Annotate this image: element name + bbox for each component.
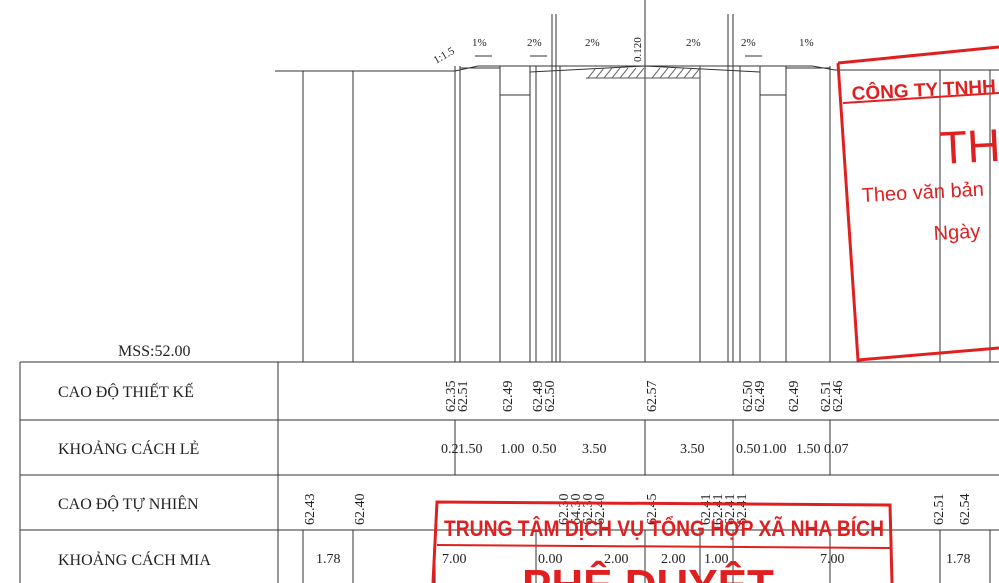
slope-label: 2% xyxy=(585,37,600,49)
staff-distance: 2.00 xyxy=(661,552,686,567)
design-elevation: 62.57 xyxy=(645,381,660,413)
design-elevation: 62.49 xyxy=(501,381,516,413)
design-elevation: 62.50 xyxy=(741,381,756,413)
company-doc-line: Theo văn bản xyxy=(861,179,984,207)
natural-elevation: 62.41 xyxy=(711,494,726,526)
company-date-line: Ngày xyxy=(933,221,981,245)
natural-elevation: 62.51 xyxy=(932,494,947,526)
slope-label: 1% xyxy=(472,37,487,49)
natural-elevation: 62.41 xyxy=(699,494,714,526)
odd-distance: 1.00 xyxy=(500,442,525,457)
design-elevation: 62.46 xyxy=(831,381,846,413)
row-label-design-elevation: CAO ĐỘ THIẾT KẾ xyxy=(58,382,194,401)
odd-distances: 0.2 1.50 1.00 0.50 3.50 3.50 0.50 1.00 1… xyxy=(441,442,849,457)
slope-label: 1:1.5 xyxy=(432,45,458,67)
staff-distance: 1.78 xyxy=(316,552,341,567)
staff-distances: 1.78 7.00 0.00 2.00 2.00 1.00 7.00 1.78 xyxy=(316,552,971,567)
odd-distance: 0.2 xyxy=(441,442,459,457)
staff-distance: 2.00 xyxy=(604,552,629,567)
row-label-staff-distance: KHOẢNG CÁCH MIA xyxy=(58,550,211,569)
approval-authority: TRUNG TÂM DỊCH VỤ TỔNG HỢP XÃ NHA BÍCH xyxy=(444,516,884,541)
section-profile xyxy=(275,0,999,362)
natural-elevation: 62.41 xyxy=(735,494,750,526)
staff-distance: 1.78 xyxy=(946,552,971,567)
company-stamp: CÔNG TY TNHH M TH Theo văn bản Ngày xyxy=(836,45,999,362)
natural-elevation: 62.41 xyxy=(723,494,738,526)
data-table xyxy=(19,361,999,583)
row-label-natural-elevation: CAO ĐỘ TỰ NHIÊN xyxy=(58,494,199,513)
slope-label: 2% xyxy=(686,37,701,49)
company-name: CÔNG TY TNHH M xyxy=(851,74,999,105)
staff-distance: 1.00 xyxy=(704,552,729,567)
natural-elevation: 62.40 xyxy=(593,494,608,526)
natural-elevations: 62.43 62.40 62.30 64.30 62.30 62.40 62.4… xyxy=(303,494,973,526)
slope-labels: 1:1.5 1% 2% 2% 0.120 2% 2% 1% xyxy=(432,37,814,67)
odd-distance: 0.07 xyxy=(824,442,849,457)
design-elevation: 62.49 xyxy=(753,381,768,413)
slope-label: 0.120 xyxy=(632,37,644,62)
design-elevation: 62.49 xyxy=(531,381,546,413)
odd-distance: 1.50 xyxy=(796,442,821,457)
datum-label: MSS:52.00 xyxy=(118,343,190,360)
natural-elevation: 62.54 xyxy=(958,494,973,526)
company-title: TH xyxy=(938,119,999,174)
design-elevation: 62.35 xyxy=(444,381,459,413)
odd-distance: 3.50 xyxy=(680,442,705,457)
approval-title: PHÊ DUYỆT xyxy=(522,560,774,583)
natural-elevation: 64.30 xyxy=(569,494,584,526)
slope-label: 1% xyxy=(799,37,814,49)
natural-elevation: 62.40 xyxy=(353,494,368,526)
slope-label: 2% xyxy=(741,37,756,49)
design-elevations: 62.35 62.51 62.49 62.49 62.50 62.57 62.5… xyxy=(444,381,846,413)
design-elevation: 62.51 xyxy=(456,381,471,413)
odd-distance: 3.50 xyxy=(582,442,607,457)
odd-distance: 0.50 xyxy=(532,442,557,457)
row-label-odd-distance: KHOẢNG CÁCH LẺ xyxy=(58,439,199,458)
natural-elevation: 62.30 xyxy=(581,494,596,526)
natural-elevation: 62.43 xyxy=(303,494,318,526)
odd-distance: 0.50 xyxy=(736,442,761,457)
staff-distance: 7.00 xyxy=(820,552,845,567)
natural-elevation: 62.45 xyxy=(645,494,660,526)
design-elevation: 62.50 xyxy=(543,381,558,413)
staff-distance: 7.00 xyxy=(442,552,467,567)
odd-distance: 1.00 xyxy=(762,442,787,457)
design-elevation: 62.49 xyxy=(787,381,802,413)
approval-stamp: TRUNG TÂM DỊCH VỤ TỔNG HỢP XÃ NHA BÍCH P… xyxy=(431,500,894,583)
slope-label: 2% xyxy=(527,37,542,49)
odd-distance: 1.50 xyxy=(458,442,483,457)
design-elevation: 62.51 xyxy=(819,381,834,413)
pavement-hatch xyxy=(586,67,701,79)
staff-distance: 0.00 xyxy=(538,552,563,567)
